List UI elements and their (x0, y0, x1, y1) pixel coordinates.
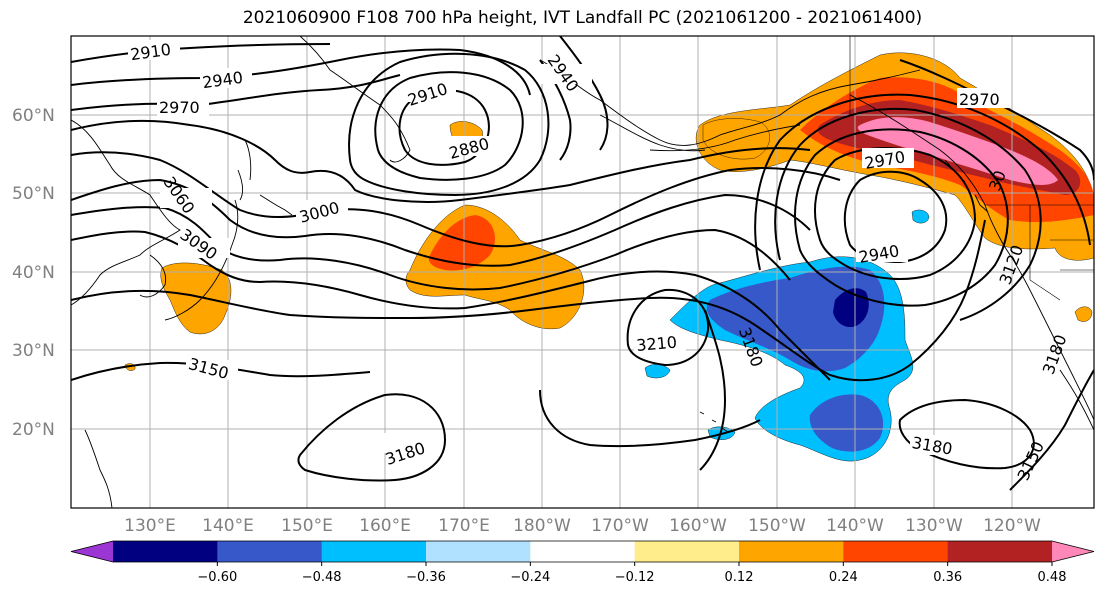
shade-orange-uscoast (1074, 306, 1093, 322)
contour-2910-nw (71, 43, 331, 63)
shade-cyan-gulf (911, 209, 930, 224)
contour-low-2940 (348, 52, 550, 197)
map-frame (70, 35, 1095, 509)
colorbar (70, 540, 1095, 563)
lon-label: 150°E (281, 516, 333, 536)
colorbar-segment (217, 541, 323, 562)
coast-alaska-peninsula (649, 124, 801, 152)
lon-label: 170°W (591, 516, 649, 536)
negative-anomaly-shading (644, 209, 930, 462)
contour-3090-east (754, 93, 1091, 271)
lon-label: 150°W (748, 516, 806, 536)
coast-hawaii (699, 411, 729, 433)
lon-label: 140°W (826, 516, 884, 536)
colorbar-tick-label: −0.24 (510, 570, 550, 585)
colorbar-segment (426, 541, 531, 562)
shade-pink-alaska (857, 117, 1058, 185)
coast-kamchatka (299, 36, 411, 163)
coast-asia-mainland (71, 119, 181, 306)
colorbar-segment (634, 541, 740, 562)
colorbar-tick-label: 0.24 (829, 570, 858, 585)
colorbar-segment (843, 541, 949, 562)
colorbar-tick-label: 0.48 (1038, 570, 1067, 585)
shade-blue-south (809, 394, 884, 452)
lon-label: 130°E (124, 516, 176, 536)
contour-3180-south (297, 393, 447, 482)
lon-label: 180°W (513, 516, 571, 536)
colorbar-tick-label: −0.12 (615, 570, 655, 585)
graticule (71, 36, 1094, 508)
figure-title: 2021060900 F108 700 hPa height, IVT Land… (242, 8, 923, 28)
colorbar-outline (70, 540, 1095, 563)
contour-2940-n (71, 48, 531, 96)
shade-red-central (428, 215, 495, 271)
colorbar-tick-labels: −0.60 −0.48 −0.36 −0.24 −0.12 0.12 0.24 0.36 0.4… (197, 562, 1067, 585)
colorbar-segment (947, 541, 1053, 562)
lat-label: 30°N (12, 341, 55, 361)
colorbar-tick-label: 0.36 (933, 570, 962, 585)
lat-label: 60°N (12, 106, 55, 126)
colorbar-extend-min (71, 541, 113, 562)
lon-label: 160°W (669, 516, 727, 536)
contour-label: 2970 (159, 98, 200, 117)
contour-2970-east (814, 147, 977, 281)
contour-3000 (71, 151, 841, 248)
longitude-labels: 130°E 140°E 150°E 160°E 170°E 180°W 170°… (124, 516, 1041, 536)
contour-3060 (71, 206, 791, 291)
lat-label: 40°N (12, 263, 55, 283)
colorbar-segment (321, 541, 427, 562)
lat-label: 20°N (12, 420, 55, 440)
contour-2970-nne (559, 36, 609, 151)
colorbar-tick-label: 0.12 (725, 570, 754, 585)
contour-low-2910 (374, 71, 524, 181)
contour-3120 (71, 219, 986, 382)
contour-label: 3210 (636, 333, 678, 355)
lon-label: 160°E (359, 516, 411, 536)
coast-korea (139, 254, 167, 298)
contour-2970-ne (899, 59, 1094, 181)
colorbar-tick-label: −0.48 (302, 570, 342, 585)
contour-3210 (626, 288, 710, 367)
shade-blue-main (706, 266, 885, 372)
coast-japan (164, 169, 244, 321)
lon-label: 120°W (983, 516, 1041, 536)
height-contours (71, 36, 1094, 491)
colorbar-segment (113, 541, 218, 562)
contour-2970-mid (71, 119, 811, 203)
contour-3000-east (794, 128, 1009, 307)
coast-sakhalin (244, 139, 252, 181)
colorbar-extend-max (1052, 541, 1094, 562)
colorbar-tick-label: −0.36 (406, 570, 446, 585)
shade-cyan-hawaii-w (644, 364, 671, 379)
contour-3180-east (699, 309, 727, 471)
shade-navy-main (833, 288, 869, 328)
lon-label: 140°E (202, 516, 254, 536)
colorbar-tick-label: −0.60 (197, 570, 237, 585)
coast-kurils (259, 194, 293, 216)
colorbar-segment (739, 541, 844, 562)
lon-label: 170°E (438, 516, 490, 536)
contour-2970-n (71, 74, 401, 111)
contour-low-center (398, 89, 490, 166)
coast-philippines (84, 429, 113, 508)
colorbar-segment (530, 541, 636, 562)
contour-3060-east (774, 107, 1042, 321)
contour-3150-east (1009, 369, 1094, 491)
latitude-labels: 60°N 50°N 40°N 30°N 20°N (12, 106, 55, 440)
contour-label: 2970 (959, 90, 1000, 109)
map-panel: 2910 2940 2970 2910 2940 2880 3060 3000 … (71, 36, 1094, 508)
coast-bc (849, 94, 1094, 421)
lon-label: 130°W (905, 516, 963, 536)
coastlines (71, 36, 1094, 508)
coast-mexico (1059, 369, 1094, 431)
lat-label: 50°N (12, 184, 55, 204)
